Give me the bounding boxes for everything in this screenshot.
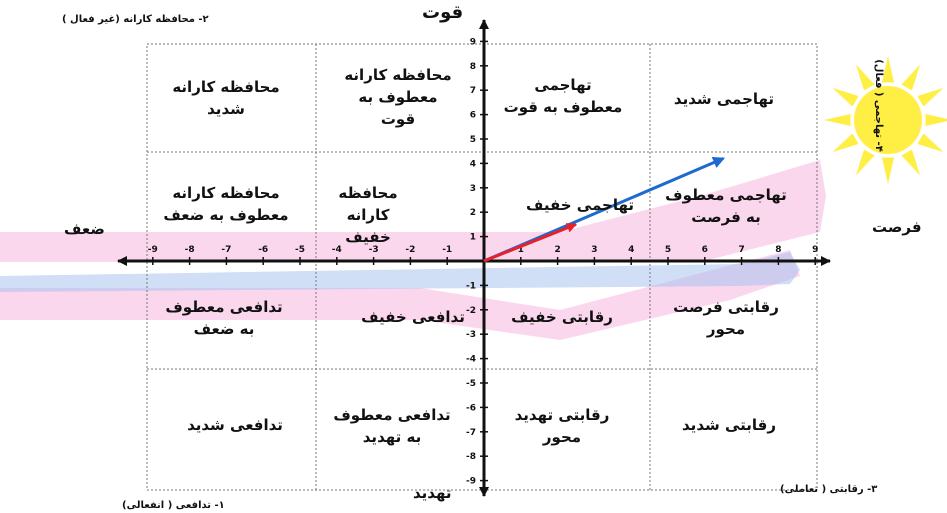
- x-tick-label: 4: [628, 245, 634, 255]
- cell-conservative-mild: محافظه کارانه خفیف: [338, 184, 398, 246]
- x-tick-label: -3: [369, 245, 379, 255]
- cell-defensive-threat: تدافعی معطوف به تهدید: [333, 406, 451, 446]
- cell-competitive-threat: رقابتی تهدید محور: [514, 406, 610, 446]
- cell-defensive-severe: تدافعی شدید: [187, 416, 283, 434]
- sun-ray: [856, 64, 875, 91]
- sun-ray: [856, 149, 875, 176]
- axis-label-weakness: ضعف: [64, 220, 105, 238]
- sun-ray: [917, 133, 944, 152]
- y-tick-label: 4: [470, 159, 476, 169]
- axis-label-strength: قوت: [422, 2, 464, 23]
- y-tick-label: 1: [470, 233, 476, 243]
- y-tick-label: -6: [466, 403, 476, 413]
- x-tick-label: -9: [148, 245, 158, 255]
- blue-band: [0, 252, 800, 292]
- sun-ray: [824, 113, 851, 127]
- x-tick-label: 1: [518, 245, 524, 255]
- x-tick-label: 3: [591, 245, 597, 255]
- corner-label-competitive: ۳- رقابتی ( تعاملی): [780, 484, 878, 495]
- x-tick-label: 5: [665, 245, 671, 255]
- x-tick-label: -4: [332, 245, 342, 255]
- y-tick-label: -3: [466, 330, 476, 340]
- x-tick-label: -2: [405, 245, 415, 255]
- sun-ray: [925, 113, 947, 127]
- x-tick-label: -1: [442, 245, 452, 255]
- axis-label-opportunity: فرصت: [872, 218, 922, 236]
- decorative-arrow-bands: [0, 160, 826, 340]
- y-tick-label: -5: [466, 379, 476, 389]
- cell-competitive-opportunity: رقابتی فرصت محور: [673, 298, 779, 338]
- y-tick-label: 2: [470, 208, 476, 218]
- corner-label-conservative: ۲- محافظه کارانه (غیر فعال ): [62, 14, 209, 25]
- cell-aggressive-severe: تهاجمی شدید: [673, 90, 775, 108]
- x-tick-label: 8: [775, 245, 781, 255]
- y-tick-label: -8: [466, 452, 476, 462]
- red-vector-arrow: [483, 223, 577, 263]
- y-tick-label: -1: [466, 281, 476, 291]
- corner-label-aggressive: ۴- تهاجمی ( فعال): [872, 59, 884, 152]
- sun-ray: [901, 64, 920, 91]
- x-tick-label: 2: [554, 245, 560, 255]
- cell-defensive-weakness: تدافعی معطوف به ضعف: [165, 298, 283, 338]
- y-tick-label: -2: [466, 306, 476, 316]
- cell-aggressive-strength: تهاجمی معطوف به قوت: [503, 76, 623, 116]
- sun-icon: [824, 56, 947, 184]
- cell-defensive-mild: تدافعی خفیف: [361, 308, 465, 326]
- y-tick-label: 8: [470, 62, 476, 72]
- y-tick-label: 5: [470, 135, 476, 145]
- sun-ray: [901, 149, 920, 176]
- x-tick-label: -7: [221, 245, 231, 255]
- cell-competitive-mild: رقابتی خفیف: [511, 308, 613, 326]
- quadrant-grid: [146, 43, 818, 491]
- sun-ray: [832, 133, 859, 152]
- cell-conservative-strength: محافظه کارانه معطوف به قوت: [344, 66, 452, 128]
- corner-label-defensive: ۱- تدافعی ( انفعالی): [122, 500, 225, 511]
- axis-label-threat: تهدید: [413, 484, 452, 502]
- y-tick-label: -7: [466, 428, 476, 438]
- y-tick-label: 9: [470, 37, 476, 47]
- y-tick-label: -4: [466, 355, 476, 365]
- sun-disc: [854, 86, 922, 154]
- y-tick-label: 7: [470, 86, 476, 96]
- y-tick-label: -9: [466, 477, 476, 487]
- x-tick-label: -6: [258, 245, 268, 255]
- x-tick-label: -5: [295, 245, 305, 255]
- y-tick-label: 3: [470, 184, 476, 194]
- cell-competitive-severe: رقابتی شدید: [682, 416, 776, 434]
- sun-ray: [917, 88, 944, 107]
- y-tick-label: 6: [470, 111, 476, 121]
- sun-ray: [881, 157, 895, 184]
- cell-aggressive-opportunity: تهاجمی معطوف به فرصت: [665, 186, 787, 226]
- x-tick-label: 9: [812, 245, 818, 255]
- pink-band-lower: [0, 250, 800, 340]
- axis-ticks: 1 2 3 4 5 6 7 8 9 -1 -2 -3 -4 -5 -6 -7 -8 -9 1 2 3 4 5 6 7 8 9 -1 -2…: [148, 37, 819, 486]
- x-tick-label: 7: [738, 245, 744, 255]
- cell-aggressive-mild: تهاجمی خفیف: [525, 196, 635, 214]
- sun-ray: [881, 56, 895, 83]
- cell-conservative-weakness: محافظه کارانه معطوف به ضعف: [163, 184, 289, 224]
- x-tick-label: -8: [185, 245, 195, 255]
- sun-ray: [832, 88, 859, 107]
- pink-band-upper: [0, 160, 826, 262]
- cell-conservative-severe: محافظه کارانه شدید: [172, 78, 280, 118]
- x-tick-label: 6: [702, 245, 708, 255]
